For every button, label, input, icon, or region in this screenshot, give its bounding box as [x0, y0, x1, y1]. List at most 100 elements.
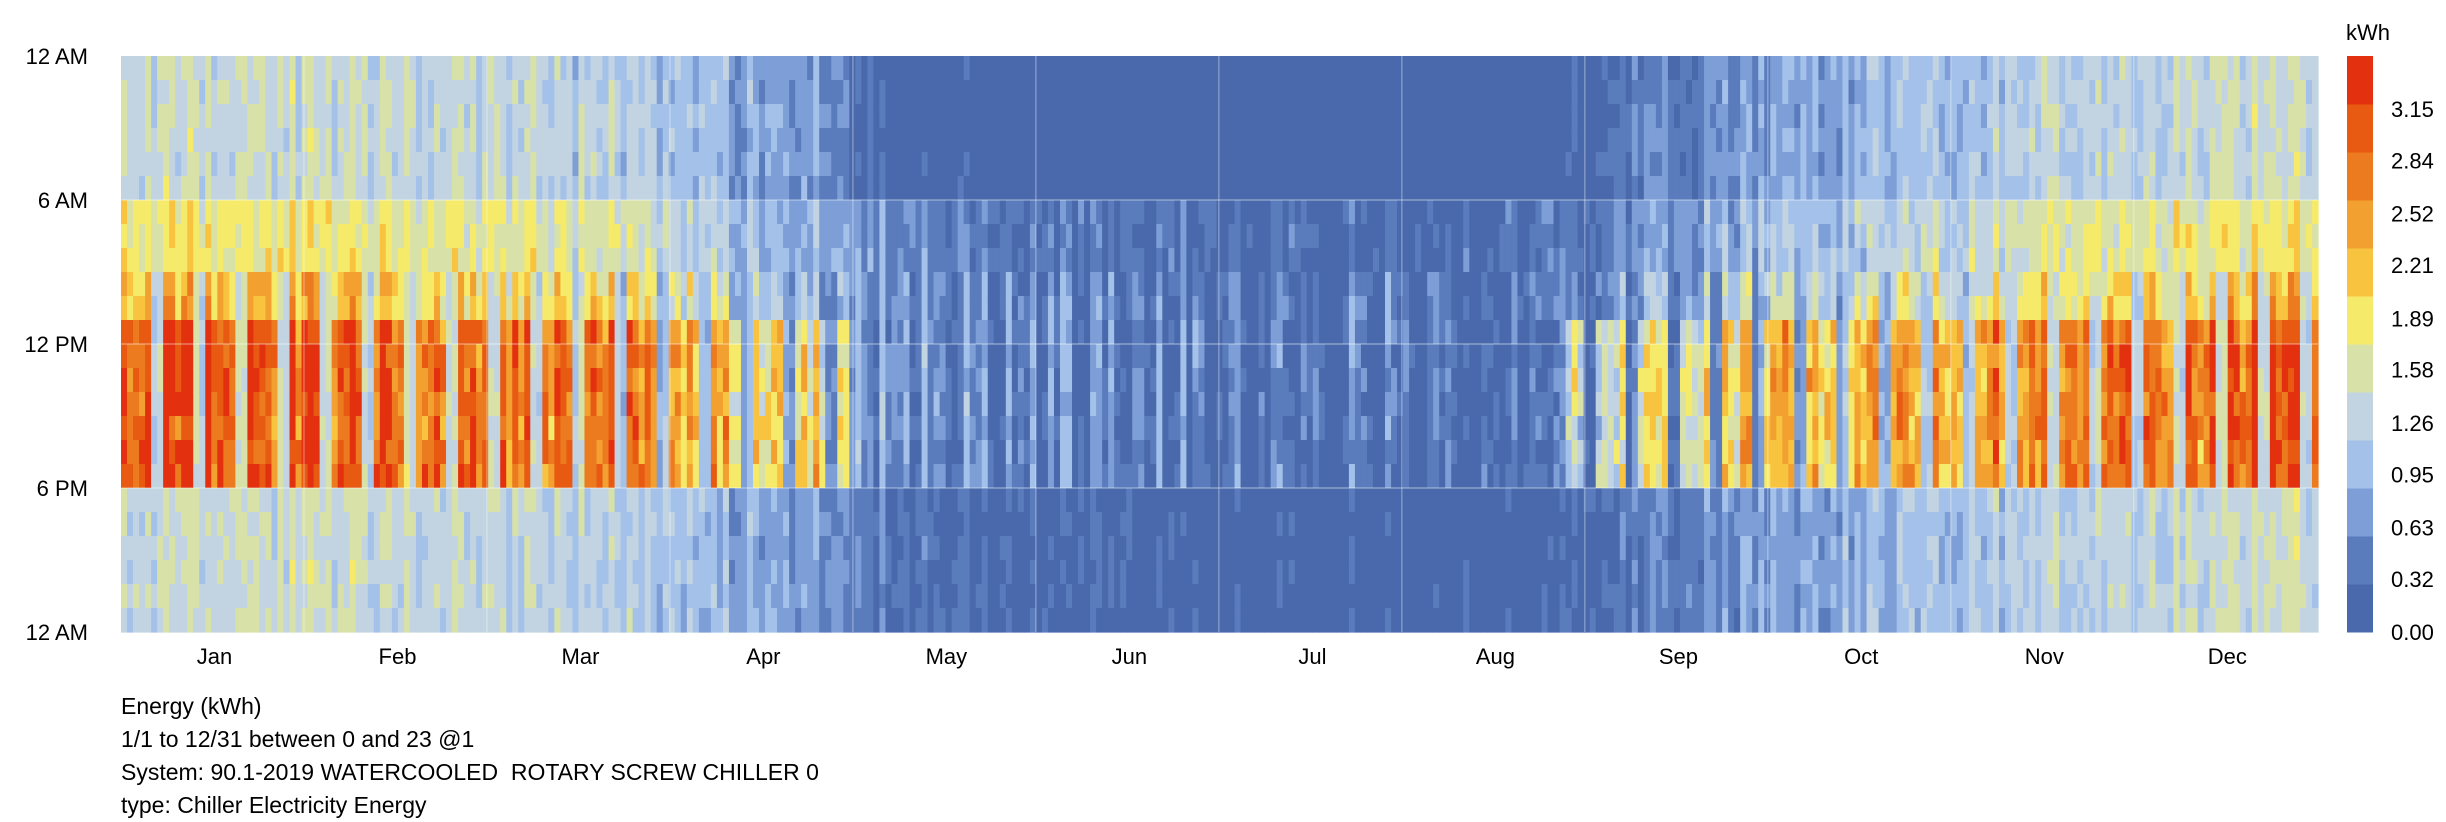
heatmap-cell — [837, 536, 844, 561]
heatmap-cell — [813, 464, 820, 489]
heatmap-cell — [746, 224, 754, 249]
heatmap-cell — [1198, 248, 1206, 273]
heatmap-cell — [1090, 80, 1097, 105]
heatmap-cell — [1053, 608, 1061, 633]
heatmap-cell — [999, 224, 1007, 249]
heatmap-cell — [235, 176, 242, 201]
heatmap-cell — [927, 56, 935, 81]
heatmap-cell — [1186, 608, 1194, 633]
heatmap-cell — [151, 248, 158, 273]
heatmap-cell — [163, 56, 170, 81]
heatmap-cell — [1066, 128, 1073, 153]
heatmap-cell — [253, 512, 261, 537]
heatmap-cell — [379, 536, 387, 561]
heatmap-cell — [355, 512, 363, 537]
heatmap-cell — [1005, 608, 1013, 633]
heatmap-cell — [861, 296, 868, 321]
heatmap-cell — [710, 368, 718, 393]
heatmap-cell — [626, 296, 634, 321]
heatmap-cell — [1017, 56, 1025, 81]
heatmap-cell — [1186, 176, 1194, 201]
heatmap-cell — [1354, 440, 1362, 465]
heatmap-cell — [662, 464, 670, 489]
heatmap-cell — [1053, 176, 1061, 201]
heatmap-cell — [157, 248, 164, 273]
heatmap-cell — [843, 296, 850, 321]
heatmap-cell — [572, 248, 580, 273]
heatmap-cell — [1078, 464, 1085, 489]
heatmap-cell — [1204, 224, 1212, 249]
heatmap-cell — [644, 488, 652, 513]
heatmap-cell — [181, 200, 188, 225]
heatmap-cell — [1041, 488, 1049, 513]
heatmap-cell — [446, 80, 453, 105]
heatmap-cell — [1300, 560, 1308, 585]
heatmap-cell — [909, 416, 917, 441]
heatmap-cell — [1342, 80, 1350, 105]
heatmap-cell — [813, 320, 820, 345]
heatmap-cell — [1059, 392, 1067, 417]
heatmap-cell — [409, 248, 417, 273]
heatmap-cell — [415, 608, 423, 633]
heatmap-cell — [831, 152, 838, 177]
heatmap-cell — [1120, 104, 1127, 129]
heatmap-cell — [247, 272, 255, 297]
heatmap-cell — [391, 440, 399, 465]
heatmap-cell — [1150, 152, 1157, 177]
heatmap-cell — [927, 296, 935, 321]
heatmap-cell — [145, 488, 152, 513]
heatmap-cell — [734, 416, 742, 441]
heatmap-cell — [819, 248, 826, 273]
heatmap-cell — [1150, 80, 1157, 105]
heatmap-cell — [1306, 584, 1314, 609]
heatmap-cell — [1234, 176, 1242, 201]
heatmap-cell — [464, 152, 471, 177]
heatmap-cell — [849, 104, 856, 129]
heatmap-cell — [223, 368, 230, 393]
heatmap-cell — [157, 464, 164, 489]
heatmap-cell — [975, 536, 983, 561]
heatmap-cell — [566, 104, 574, 129]
heatmap-cell — [145, 224, 152, 249]
heatmap-cell — [981, 224, 989, 249]
heatmap-cell — [1288, 368, 1296, 393]
heatmap-cell — [1360, 416, 1368, 441]
heatmap-cell — [223, 608, 230, 633]
heatmap-cell — [1132, 224, 1139, 249]
heatmap-cell — [1330, 512, 1338, 537]
heatmap-cell — [211, 80, 218, 105]
heatmap-cell — [1114, 56, 1121, 81]
heatmap-cell — [861, 584, 868, 609]
heatmap-cell — [253, 152, 261, 177]
heatmap-cell — [1342, 104, 1350, 129]
heatmap-cell — [1216, 176, 1224, 201]
heatmap-cell — [271, 80, 279, 105]
heatmap-cell — [795, 128, 802, 153]
heatmap-cell — [1270, 152, 1278, 177]
heatmap-cell — [1150, 104, 1157, 129]
heatmap-cell — [1090, 104, 1097, 129]
heatmap-cell — [464, 80, 471, 105]
heatmap-cell — [674, 296, 682, 321]
heatmap-cell — [277, 80, 285, 105]
heatmap-cell — [1150, 536, 1157, 561]
heatmap-cell — [121, 464, 128, 489]
heatmap-cell — [331, 392, 339, 417]
heatmap-cell — [1029, 128, 1037, 153]
heatmap-cell — [307, 272, 315, 297]
heatmap-cell — [1047, 200, 1055, 225]
heatmap-cell — [1084, 104, 1091, 129]
heatmap-cell — [1330, 296, 1338, 321]
heatmap-cell — [759, 200, 766, 225]
heatmap-cell — [584, 488, 592, 513]
heatmap-cell — [307, 152, 315, 177]
heatmap-cell — [1053, 344, 1061, 369]
heatmap-cell — [993, 320, 1001, 345]
heatmap-cell — [1342, 248, 1350, 273]
heatmap-cell — [1288, 176, 1296, 201]
heatmap-cell — [373, 488, 381, 513]
heatmap-cell — [452, 608, 459, 633]
heatmap-cell — [987, 536, 995, 561]
heatmap-cell — [903, 56, 911, 81]
heatmap-cell — [740, 560, 748, 585]
